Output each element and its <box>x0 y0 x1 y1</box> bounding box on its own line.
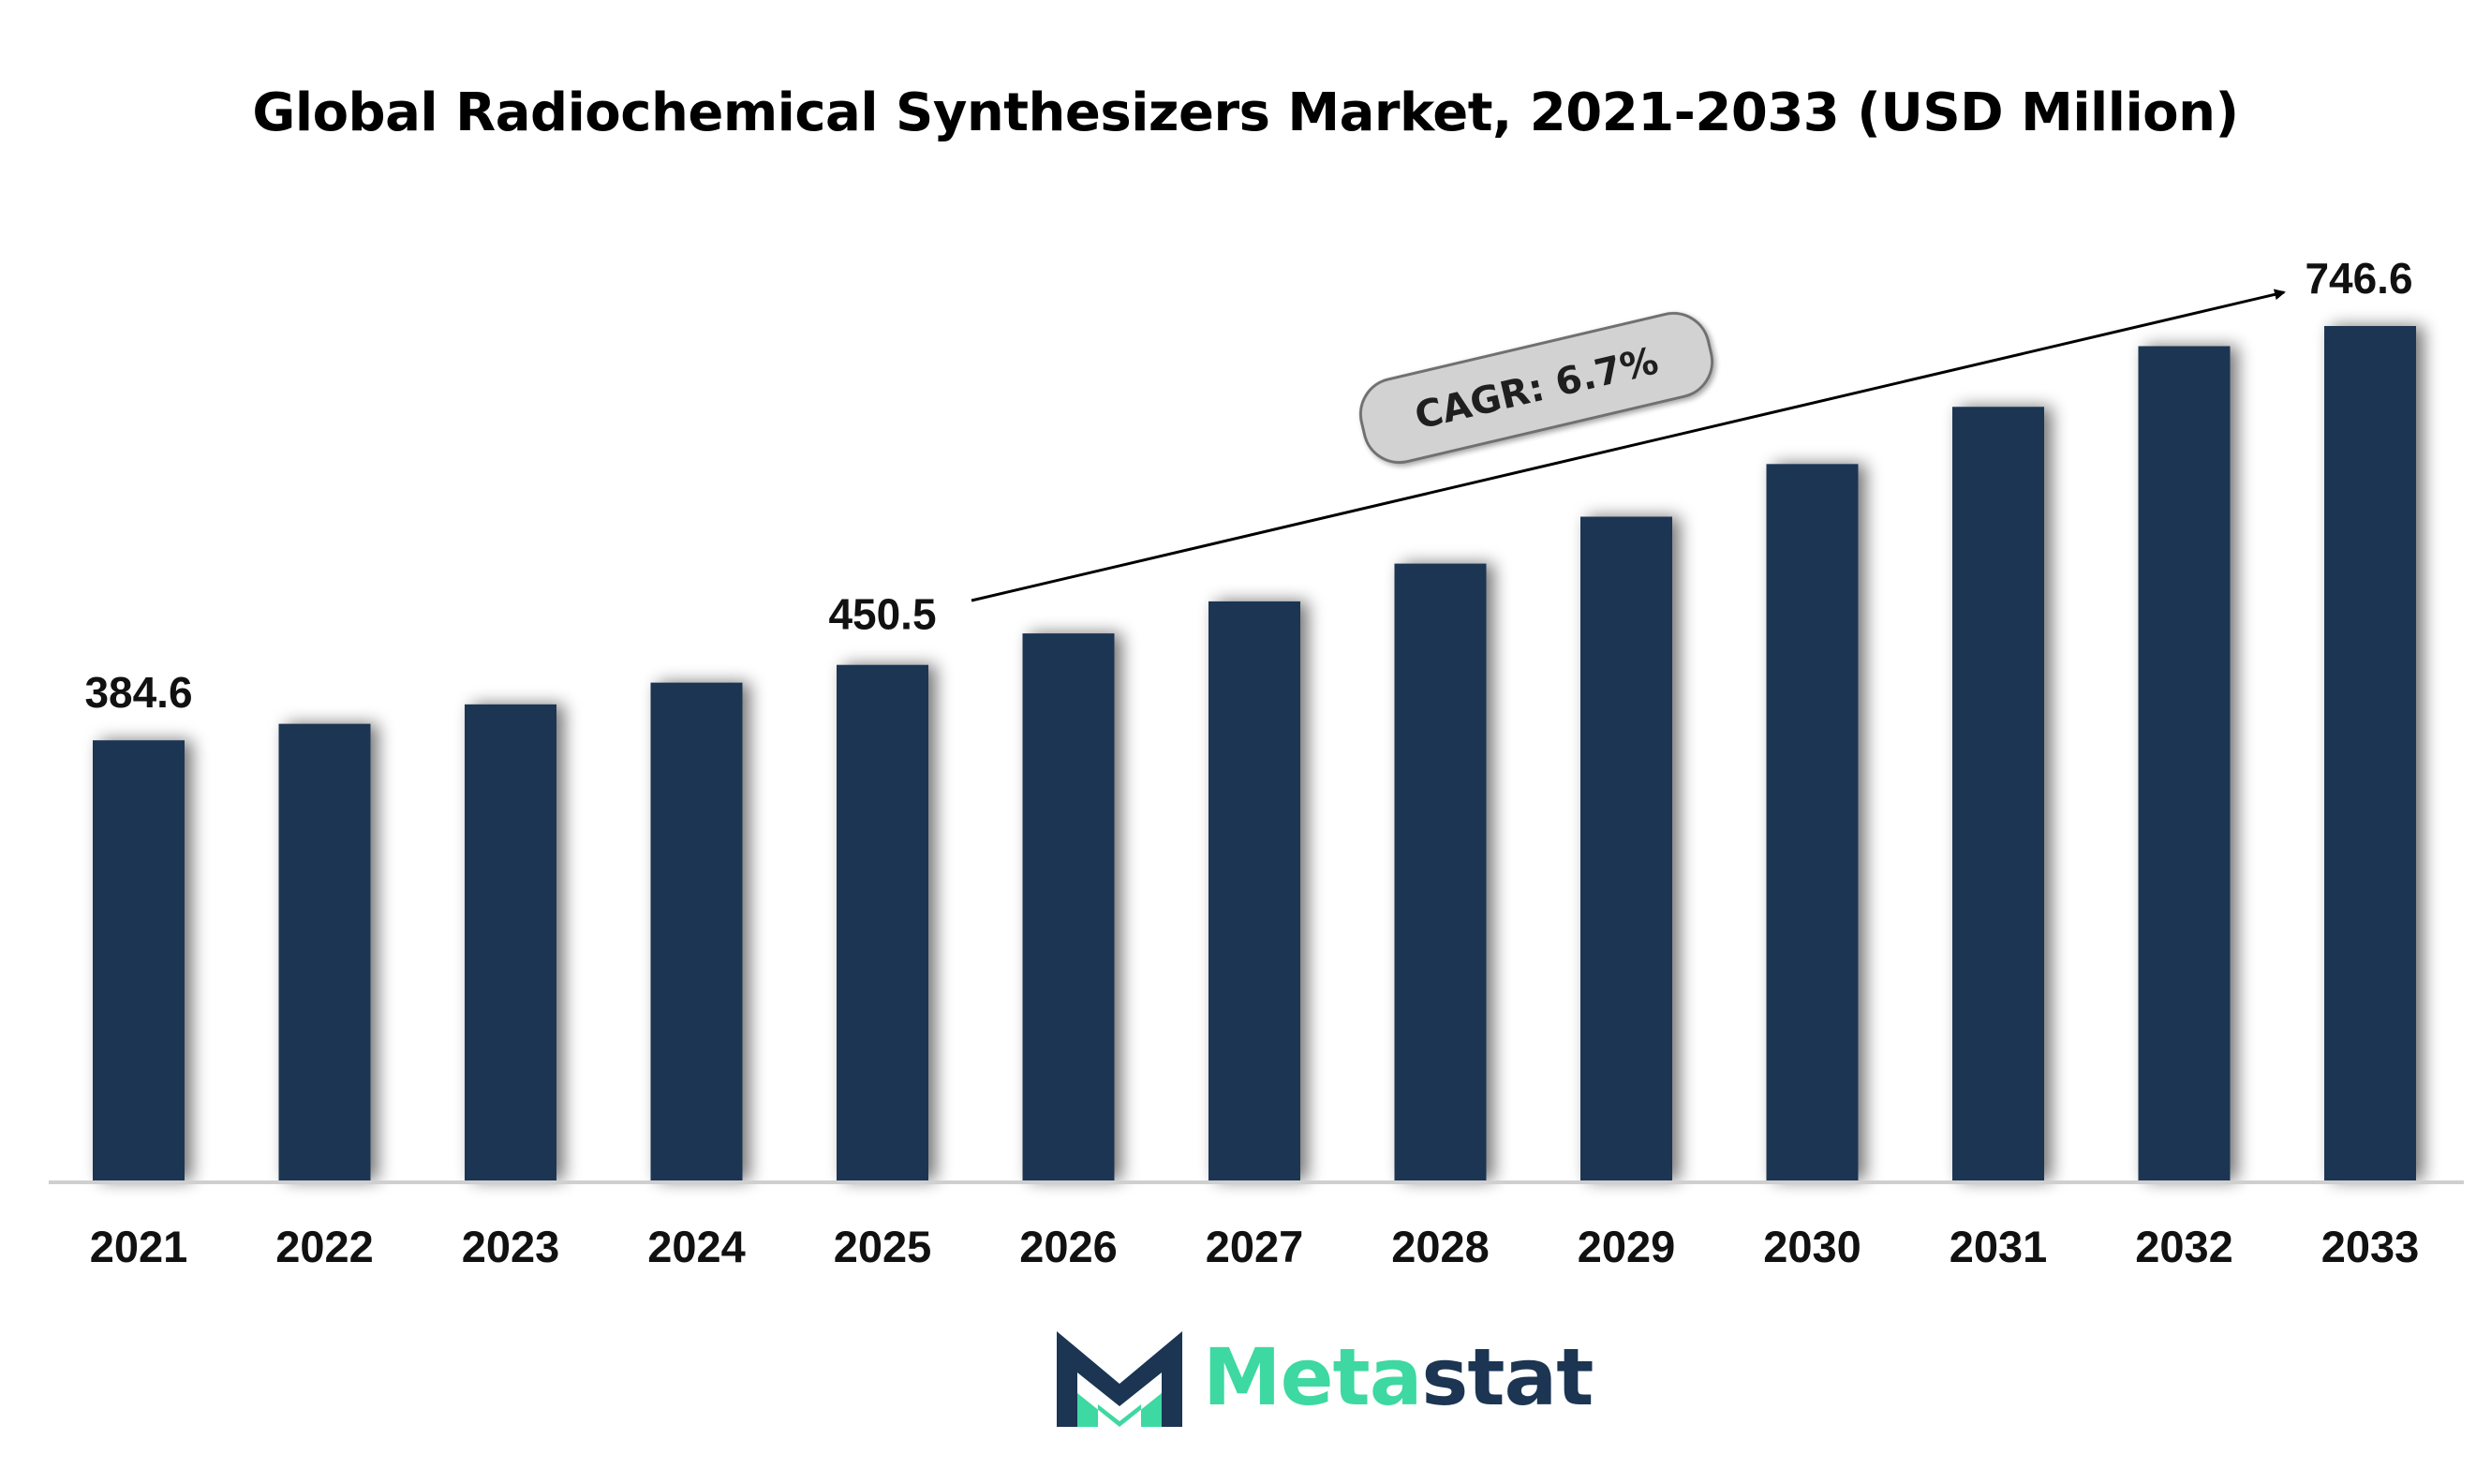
bar-2024 <box>650 682 743 1180</box>
x-tick-label-2025: 2025 <box>834 1222 932 1271</box>
x-tick-label-2032: 2032 <box>2135 1222 2233 1271</box>
bar-2030 <box>1766 464 1859 1180</box>
x-tick-label-2022: 2022 <box>275 1222 374 1271</box>
x-tick-label-2033: 2033 <box>2321 1222 2420 1271</box>
data-label-2021: 384.6 <box>84 668 192 717</box>
brand-name-part2: stat <box>1421 1331 1594 1423</box>
cagr-badge-background <box>1358 311 1714 465</box>
x-tick-label-2024: 2024 <box>647 1222 746 1271</box>
metastat-m-icon <box>1057 1331 1182 1427</box>
x-tick-label-2029: 2029 <box>1578 1222 1676 1271</box>
bar-2026 <box>1022 633 1115 1180</box>
x-tick-label-2021: 2021 <box>90 1222 188 1271</box>
bar-2023 <box>465 704 556 1180</box>
x-tick-label-2028: 2028 <box>1391 1222 1490 1271</box>
x-tick-label-2027: 2027 <box>1206 1222 1304 1271</box>
bar-2022 <box>278 723 371 1180</box>
bar-2029 <box>1580 516 1672 1180</box>
bars-group <box>93 326 2416 1181</box>
bar-2027 <box>1208 601 1300 1180</box>
bar-2032 <box>2138 346 2231 1181</box>
x-axis-ticks: 2021 2022 2023 2024 2025 2026 2027 2028 2029 2030… <box>90 1222 2420 1271</box>
x-tick-label-2026: 2026 <box>1019 1222 1118 1271</box>
bar-2021 <box>93 740 185 1180</box>
cagr-badge: CAGR: 6.7% <box>1358 311 1714 465</box>
bar-2033 <box>2324 326 2416 1180</box>
cagr-arrow <box>971 289 2286 602</box>
x-tick-label-2023: 2023 <box>462 1222 560 1271</box>
data-label-2033: 746.6 <box>2305 254 2412 303</box>
brand-name-part1: Meta <box>1203 1331 1422 1423</box>
bar-2031 <box>1952 407 2044 1180</box>
bar-2028 <box>1394 563 1487 1180</box>
data-labels: 384.6 450.5 746.6 <box>84 254 2412 717</box>
data-label-2025: 450.5 <box>828 590 936 639</box>
x-tick-label-2031: 2031 <box>1950 1222 2048 1271</box>
bar-2025 <box>837 664 928 1180</box>
metastat-logo: Metastat <box>1049 1326 1594 1429</box>
chart-title: Global Radiochemical Synthesizers Market… <box>252 82 2239 143</box>
x-tick-label-2030: 2030 <box>1763 1222 1861 1271</box>
brand-name: Metastat <box>1203 1331 1594 1423</box>
